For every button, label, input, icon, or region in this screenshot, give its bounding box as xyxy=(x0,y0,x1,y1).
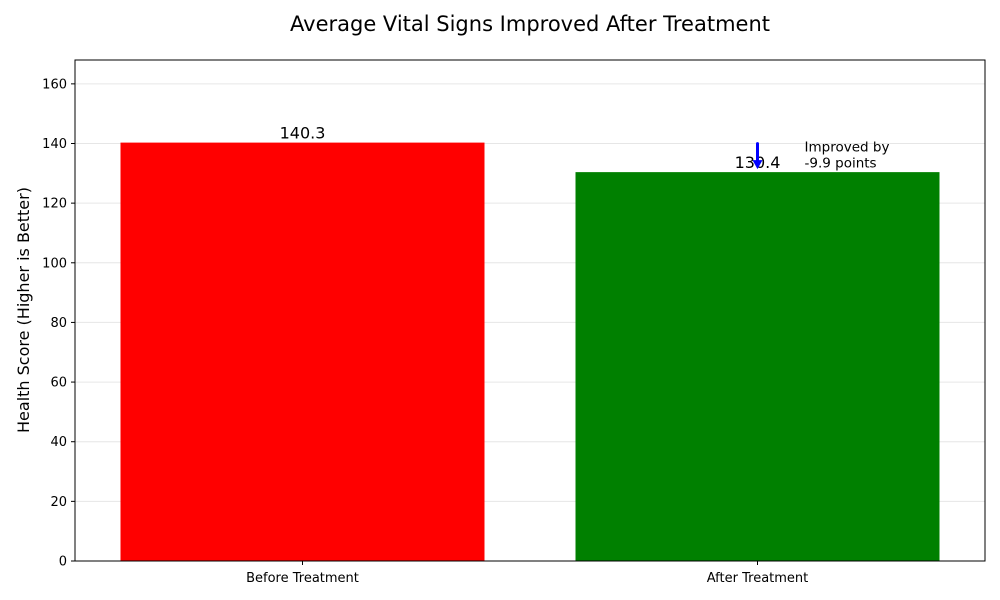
y-tick-label: 80 xyxy=(50,316,67,331)
improvement-annotation: Improved by -9.9 points xyxy=(752,140,890,172)
bar-0 xyxy=(120,142,485,562)
y-axis-label: Health Score (Higher is Better) xyxy=(14,187,33,433)
annotation-line-1: Improved by xyxy=(805,140,890,156)
y-tick-label: 20 xyxy=(50,495,67,510)
y-tick-label: 160 xyxy=(42,77,67,92)
arrow-head-icon xyxy=(752,160,763,170)
y-tick-label: 140 xyxy=(42,137,67,152)
x-tick-label-0: Before Treatment xyxy=(246,571,359,586)
chart-title: Average Vital Signs Improved After Treat… xyxy=(290,12,770,36)
y-tick-label: 40 xyxy=(50,435,67,450)
y-tick-label: 120 xyxy=(42,197,67,212)
y-tick-label: 0 xyxy=(59,555,67,570)
y-tick-label: 60 xyxy=(50,376,67,391)
value-label-0: 140.3 xyxy=(280,124,326,143)
plot-frame xyxy=(74,59,986,562)
y-axis: 0 20 40 60 80 100 120 140 160 xyxy=(42,77,75,570)
y-tick-label: 100 xyxy=(42,256,67,271)
bars xyxy=(120,142,940,562)
bar-1 xyxy=(575,172,940,561)
x-axis: Before Treatment After Treatment xyxy=(246,561,808,586)
annotation-line-2: -9.9 points xyxy=(805,156,877,172)
x-tick-label-1: After Treatment xyxy=(707,571,809,586)
